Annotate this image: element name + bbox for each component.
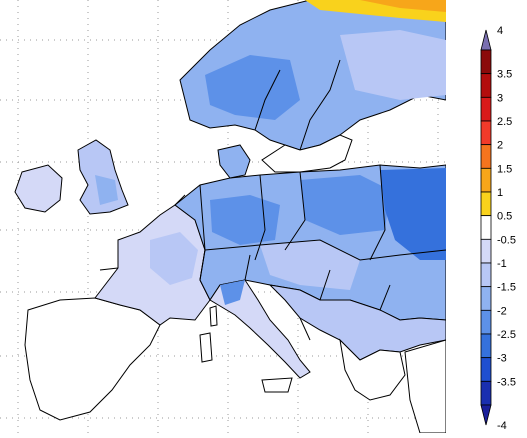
temperature-anomaly-map (0, 0, 446, 433)
sicily (261, 377, 293, 393)
colorbar-segment (480, 357, 492, 382)
arctic-warm-core (360, 0, 446, 12)
colorbar-tick-label: 1 (497, 187, 503, 199)
east-shade (380, 168, 446, 260)
colorbar-tick-label: -1 (497, 258, 507, 270)
colorbar-svg: 4 3.5 3 2.5 2 1.5 1 0.5 -0.5 -1 -1.5 -2 -2.5 -3 -3.5 -4 (480, 25, 516, 432)
colorbar-tick-label: 0.5 (497, 211, 512, 223)
colorbar-tick-label: -0.5 (497, 234, 516, 246)
colorbar-segment (480, 96, 492, 122)
pannonia-shade (260, 240, 360, 290)
denmark (217, 144, 251, 179)
baltic-sea (261, 134, 353, 173)
poland-shade (300, 175, 390, 235)
colorbar-segment (480, 120, 492, 146)
colorbar-tick-label: -1.5 (497, 282, 516, 294)
italy-land (209, 279, 311, 379)
colorbar-tick-label: 1.5 (497, 163, 512, 175)
colorbar-segment (480, 73, 492, 98)
colorbar-top-arrow (480, 29, 492, 51)
colorbar-segment (480, 262, 492, 288)
norway-shade (205, 55, 300, 120)
colorbar-tick-label: 2 (497, 140, 503, 152)
colorbar-tick-label: -3.5 (497, 376, 516, 388)
country-borders (99, 59, 446, 341)
colorbar-segment (480, 333, 492, 359)
alps-shade (220, 280, 245, 305)
colorbar-tick-label: -2 (497, 305, 507, 317)
balkans-region (268, 284, 446, 361)
france-inner-shade (150, 232, 198, 285)
corsica (209, 305, 218, 327)
ireland (14, 164, 63, 213)
finland-shade (340, 30, 446, 100)
colorbar-tick-label: 3 (497, 92, 503, 104)
colorbar-bottom-arrow (480, 404, 492, 426)
colorbar-tick-label: -3 (497, 353, 507, 365)
colorbar-segment (480, 380, 492, 406)
colorbar-segment (480, 309, 492, 335)
colorbar-segment (480, 238, 492, 264)
turkey-land (404, 339, 446, 433)
colorbar-tick-label: 3.5 (497, 69, 512, 81)
colorbar-tick-label: 4 (497, 25, 503, 37)
colorbar-segment (480, 215, 492, 240)
colorbar-segment (480, 49, 492, 75)
colorbar-tick-label: 2.5 (497, 116, 512, 128)
colorbar-segment (480, 286, 492, 311)
colorbar-legend: 4 3.5 3 2.5 2 1.5 1 0.5 -0.5 -1 -1.5 -2 -2.5 -3 -3.5 -4 (446, 0, 527, 433)
england-shade (95, 175, 118, 205)
sardinia (199, 332, 213, 363)
colorbar-tick-label: -4 (497, 420, 507, 432)
colorbar-segment (480, 167, 492, 193)
greece-land (339, 338, 406, 401)
map-svg (0, 0, 446, 433)
colorbar-segment (480, 144, 492, 169)
colorbar-tick-label: -2.5 (497, 329, 516, 341)
colorbar-segment (480, 191, 492, 217)
